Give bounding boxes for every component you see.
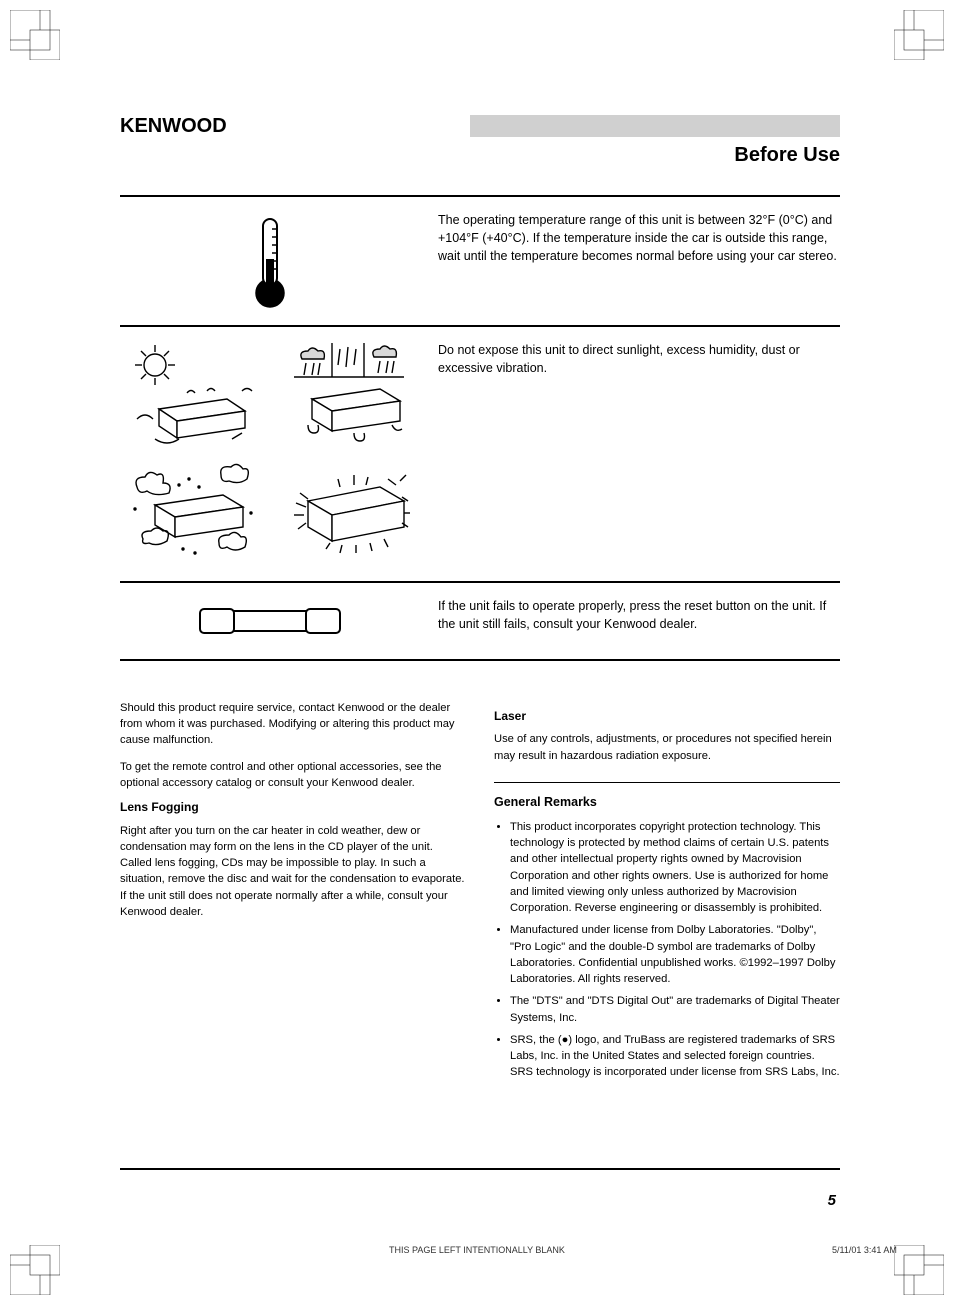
- divider: [120, 659, 840, 661]
- divider: [494, 782, 840, 783]
- crop-mark-top-left: [10, 10, 60, 60]
- fuse-icon: [190, 597, 350, 645]
- fuse-section: If the unit fails to operate properly, p…: [120, 583, 840, 659]
- left-column: Should this product require service, con…: [120, 700, 466, 1087]
- list-item: SRS, the (●) logo, and TruBass are regis…: [510, 1032, 840, 1081]
- list-item: The "DTS" and "DTS Digital Out" are trad…: [510, 993, 840, 1025]
- page-number: 5: [828, 1192, 836, 1209]
- header: KENWOOD Before Use: [120, 115, 840, 167]
- thermometer-icon: [245, 211, 295, 311]
- dust-icon: [127, 457, 257, 567]
- crop-mark-bottom-left: [10, 1245, 60, 1295]
- section-title: Before Use: [470, 144, 840, 167]
- laser-heading: Laser: [494, 708, 840, 725]
- lower-columns: Should this product require service, con…: [120, 700, 840, 1087]
- list-item: This product incorporates copyright prot…: [510, 819, 840, 916]
- temperature-text: The operating temperature range of this …: [438, 211, 840, 311]
- crop-mark-top-right: [894, 10, 944, 60]
- heading-bar: [470, 115, 840, 137]
- heading-group: Before Use: [470, 115, 840, 167]
- crop-mark-bottom-right: [894, 1245, 944, 1295]
- lens-fogging-body: Right after you turn on the car heater i…: [120, 823, 466, 920]
- page: KENWOOD Before Use: [0, 0, 954, 1305]
- brand-name: KENWOOD: [120, 115, 227, 138]
- footer-timestamp: 5/11/01 3:41 AM: [832, 1245, 897, 1255]
- lens-fogging-heading: Lens Fogging: [120, 799, 466, 816]
- fuse-text: If the unit fails to operate properly, p…: [438, 597, 840, 645]
- remarks-heading: General Remarks: [494, 793, 840, 811]
- temperature-section: The operating temperature range of this …: [120, 197, 840, 325]
- sunlight-icon: [127, 341, 257, 451]
- list-item: Manufactured under license from Dolby La…: [510, 922, 840, 987]
- remarks-list: This product incorporates copyright prot…: [494, 819, 840, 1081]
- accessories-note: To get the remote control and other opti…: [120, 759, 466, 791]
- vibration-icon: [284, 457, 414, 567]
- footer-note: THIS PAGE LEFT INTENTIONALLY BLANK: [389, 1245, 565, 1255]
- humidity-icon: [284, 341, 414, 451]
- environment-section: Do not expose this unit to direct sunlig…: [120, 327, 840, 581]
- bottom-divider: [120, 1168, 840, 1170]
- right-column: Laser Use of any controls, adjustments, …: [494, 700, 840, 1087]
- environment-text: Do not expose this unit to direct sunlig…: [438, 341, 840, 567]
- content-area: KENWOOD Before Use: [120, 115, 840, 661]
- laser-body: Use of any controls, adjustments, or pro…: [494, 731, 840, 763]
- service-note: Should this product require service, con…: [120, 700, 466, 749]
